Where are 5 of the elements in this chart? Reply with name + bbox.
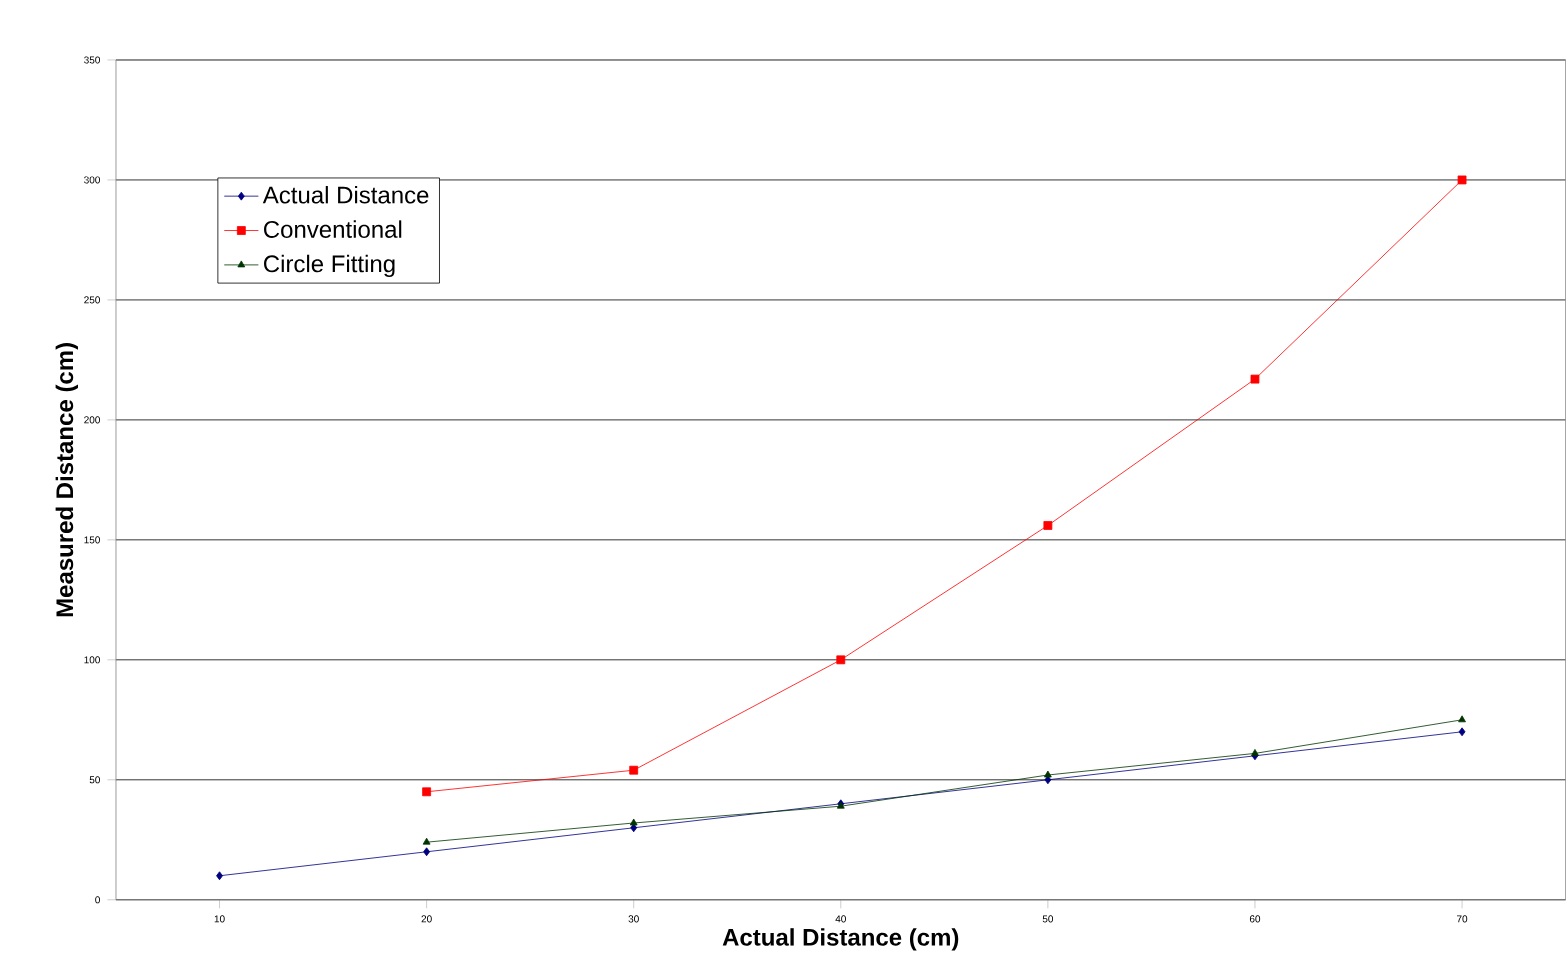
y-axis-title: Measured Distance (cm) bbox=[55, 343, 78, 617]
x-axis-title: Actual Distance (cm) bbox=[722, 928, 959, 951]
legend-label: Circle Fitting bbox=[264, 254, 395, 278]
legend-label: Actual Distance bbox=[262, 186, 429, 204]
legend-label: Conventional bbox=[264, 220, 402, 239]
